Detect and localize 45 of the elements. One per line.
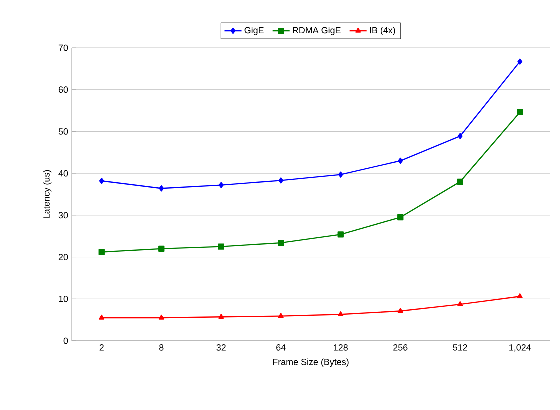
point <box>518 58 523 65</box>
point <box>98 249 105 256</box>
x-tick-label: 1,024 <box>510 344 532 352</box>
point <box>278 240 284 246</box>
point <box>218 182 224 188</box>
point <box>457 178 464 186</box>
point <box>517 109 524 116</box>
point <box>218 314 224 319</box>
point <box>338 172 344 178</box>
point <box>517 294 523 298</box>
point <box>158 246 165 252</box>
x-tick-label: 8 <box>160 344 164 351</box>
point <box>398 214 404 221</box>
x-axis-title: Frame Size (Bytes) <box>273 358 349 368</box>
point <box>278 313 284 318</box>
y-tick-label: 10 <box>59 296 68 302</box>
point <box>458 301 464 306</box>
point <box>338 312 344 316</box>
y-axis-title: Latency (us) <box>43 170 52 218</box>
y-tick-label: 50 <box>58 128 68 135</box>
legend-label: GigE <box>244 27 264 36</box>
legend-label: IB (4x) <box>370 27 396 36</box>
point <box>158 314 164 320</box>
y-tick-label: 0 <box>64 338 68 344</box>
y-tick-label: 30 <box>58 212 68 219</box>
point <box>398 308 404 314</box>
y-tick-label: 40 <box>58 170 68 177</box>
y-tick-label: 60 <box>58 86 68 94</box>
x-tick-label: 32 <box>216 344 226 351</box>
x-tick-label: 2 <box>100 344 104 351</box>
point <box>218 244 224 250</box>
point <box>99 314 105 320</box>
x-tick-label: 128 <box>334 344 348 351</box>
legend-label: RDMA GigE <box>293 27 341 36</box>
y-tick-label: 20 <box>58 254 68 260</box>
point <box>159 186 164 192</box>
point <box>338 232 344 238</box>
y-tick-label: 70 <box>58 44 68 52</box>
point <box>278 178 284 184</box>
point <box>99 178 104 184</box>
x-tick-label: 64 <box>276 344 286 351</box>
x-tick-label: 256 <box>394 344 408 351</box>
point <box>398 158 404 164</box>
point <box>458 133 463 140</box>
x-tick-label: 512 <box>453 344 468 351</box>
